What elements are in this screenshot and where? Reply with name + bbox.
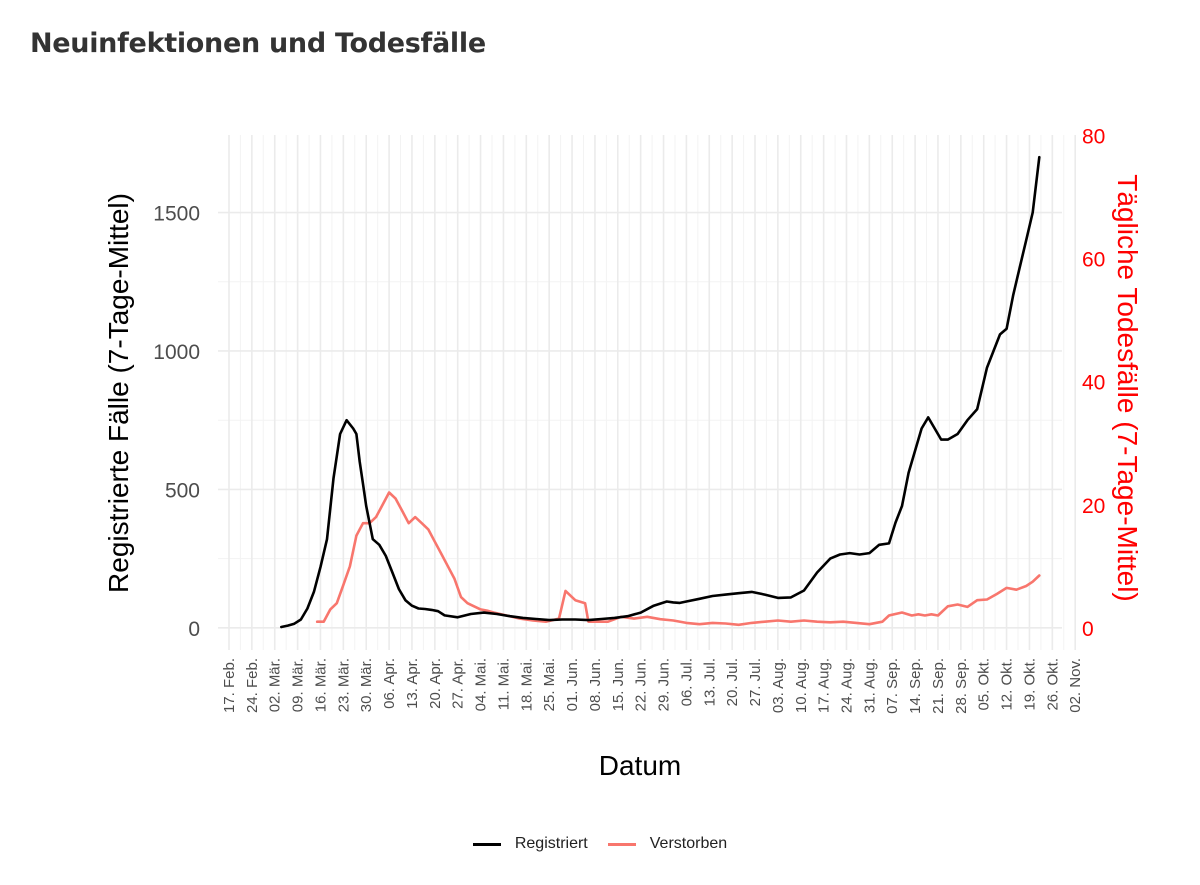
x-tick-label: 08. Jun. — [587, 658, 604, 711]
x-tick-label: 29. Jun. — [656, 658, 673, 711]
x-tick-label: 21. Sep. — [930, 658, 947, 714]
legend-key-verstorben — [607, 842, 636, 846]
x-tick-label: 16. Mär. — [312, 658, 329, 712]
x-tick-label: 06. Apr. — [381, 658, 398, 709]
x-tick-label: 06. Jul. — [678, 658, 695, 706]
x-tick-label: 07. Sep. — [884, 658, 901, 714]
y-right-tick-label: 20 — [1082, 495, 1105, 518]
x-tick-label: 05. Okt. — [976, 658, 993, 711]
page-title: Neuinfektionen und Todesfälle — [30, 28, 486, 59]
y-left-tick-labels: 0 500 1000 1500 — [153, 203, 200, 641]
y-left-tick-label: 1000 — [153, 341, 200, 364]
grid-major — [218, 135, 1076, 650]
x-tick-label: 02. Nov. — [1067, 658, 1084, 713]
legend: Registriert Verstorben — [0, 835, 1200, 853]
x-tick-label: 24. Feb. — [244, 658, 261, 713]
x-tick-label: 01. Jun. — [564, 658, 581, 711]
x-tick-label: 20. Apr. — [427, 658, 444, 709]
y-right-axis-label: Tägliche Todesfälle (7-Tage-Mittel) — [1112, 174, 1143, 601]
grid-minor — [218, 135, 1065, 650]
x-tick-label: 27. Jul. — [747, 658, 764, 706]
x-tick-label: 24. Aug. — [838, 658, 855, 713]
y-right-tick-label: 0 — [1082, 618, 1094, 641]
x-tick-label: 11. Mai. — [495, 658, 512, 710]
y-left-tick-label: 1500 — [153, 203, 200, 226]
x-tick-label: 12. Okt. — [999, 658, 1016, 711]
x-tick-label: 31. Aug. — [861, 658, 878, 713]
series-lines — [279, 155, 1041, 629]
x-tick-label: 30. Mär. — [358, 658, 375, 712]
x-tick-label: 20. Jul. — [724, 658, 741, 706]
x-tick-label: 15. Jun. — [610, 658, 627, 711]
series-line-registriert — [279, 155, 1041, 629]
x-tick-label: 28. Sep. — [953, 658, 970, 714]
y-left-tick-label: 500 — [165, 479, 200, 502]
legend-key-registriert — [472, 842, 501, 846]
x-tick-label: 09. Mär. — [290, 658, 307, 712]
x-tick-label: 02. Mär. — [267, 658, 284, 712]
y-right-tick-label: 40 — [1082, 372, 1105, 395]
x-tick-label: 18. Mai. — [518, 658, 535, 711]
x-tick-label: 27. Apr. — [450, 658, 467, 709]
y-right-tick-labels: 0 20 40 60 80 — [1082, 126, 1105, 641]
y-right-tick-label: 80 — [1082, 126, 1105, 149]
x-tick-label: 04. Mai. — [473, 658, 490, 711]
y-left-axis-label: Registrierte Fälle (7-Tage-Mittel) — [103, 193, 134, 593]
legend-label-verstorben: Verstorben — [649, 835, 728, 852]
legend-label-registriert: Registriert — [514, 835, 588, 852]
series-line-verstorben — [315, 491, 1041, 627]
legend-item-registriert: Registriert — [472, 835, 588, 853]
y-left-tick-label: 0 — [188, 618, 200, 641]
x-tick-label: 13. Apr. — [404, 658, 421, 709]
x-tick-label: 10. Aug. — [793, 658, 810, 713]
x-tick-label: 25. Mai. — [541, 658, 558, 711]
x-tick-label: 23. Mär. — [335, 658, 352, 712]
x-tick-label: 17. Feb. — [221, 658, 238, 713]
x-tick-label: 13. Jul. — [701, 658, 718, 706]
legend-item-verstorben: Verstorben — [607, 835, 728, 853]
x-tick-label: 14. Sep. — [907, 658, 924, 714]
x-tick-label: 17. Aug. — [816, 658, 833, 713]
y-right-tick-label: 60 — [1082, 249, 1105, 272]
x-axis-label: Datum — [599, 750, 681, 781]
x-tick-label: 19. Okt. — [1021, 658, 1038, 711]
x-tick-label: 26. Okt. — [1044, 658, 1061, 711]
x-tick-label: 03. Aug. — [770, 658, 787, 713]
x-tick-label: 22. Jun. — [633, 658, 650, 711]
x-tick-labels: 17. Feb. 24. Feb. 02. Mär. 09. Mär. 16. Mär.… — [221, 658, 1084, 714]
